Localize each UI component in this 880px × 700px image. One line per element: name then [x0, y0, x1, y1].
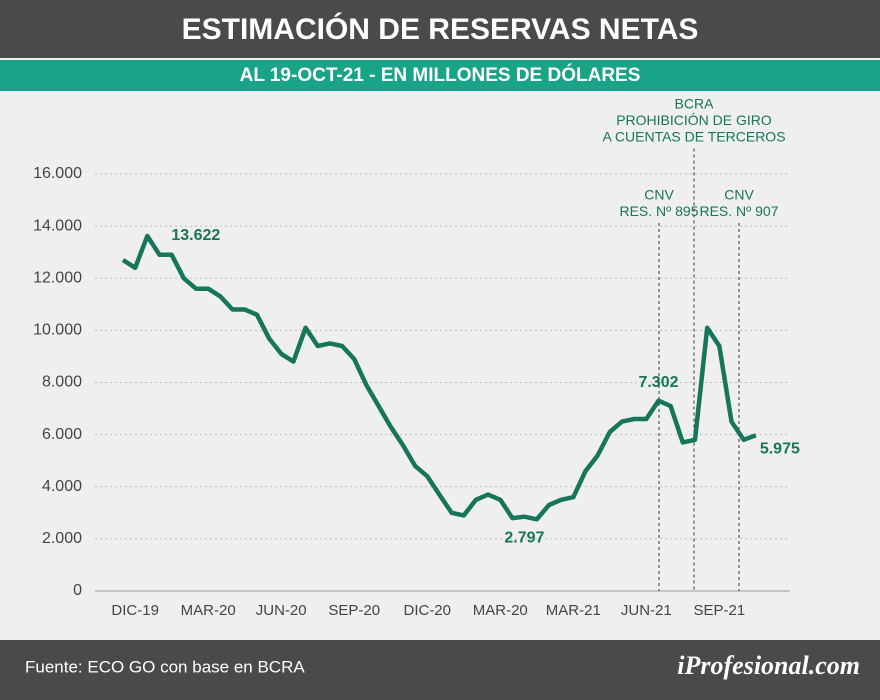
- value-label: 2.797: [504, 529, 544, 546]
- y-tick-label: 8.000: [42, 374, 82, 391]
- source: Fuente: ECO GO con base en BCRA: [25, 657, 305, 676]
- value-label: 7.302: [638, 374, 678, 391]
- y-tick-label: 14.000: [33, 217, 82, 234]
- y-tick-label: 12.000: [33, 269, 82, 286]
- x-tick-label: SEP-21: [693, 602, 745, 619]
- title-bar: [0, 0, 880, 58]
- y-tick-label: 2.000: [42, 530, 82, 547]
- x-tick-label: JUN-21: [621, 602, 672, 619]
- y-tick-label: 10.000: [33, 322, 82, 339]
- y-tick-label: 6.000: [42, 426, 82, 443]
- value-label: 5.975: [760, 440, 800, 457]
- annotation: BCRA: [675, 96, 715, 112]
- x-tick-label: MAR-20: [473, 602, 528, 619]
- x-tick-label: JUN-20: [256, 602, 307, 619]
- value-label: 13.622: [171, 227, 220, 244]
- annotation: RES. Nº 907: [699, 203, 778, 219]
- annotation: RES. Nº 895: [619, 203, 698, 219]
- chart-title: ESTIMACIÓN DE RESERVAS NETAS: [182, 12, 699, 46]
- annotation: CNV: [644, 187, 674, 203]
- x-tick-label: MAR-21: [546, 602, 601, 619]
- subtitle-bar: [0, 60, 880, 91]
- y-tick-label: 4.000: [42, 478, 82, 495]
- annotation: A CUENTAS DE TERCEROS: [602, 129, 785, 145]
- y-tick-label: 16.000: [33, 165, 82, 182]
- annotation: CNV: [724, 187, 754, 203]
- annotation: PROHIBICIÓN DE GIRO: [616, 112, 772, 128]
- x-tick-label: DIC-20: [403, 602, 451, 619]
- x-tick-label: SEP-20: [328, 602, 380, 619]
- x-tick-label: MAR-20: [181, 602, 236, 619]
- y-tick-label: 0: [73, 582, 82, 599]
- x-tick-label: DIC-19: [111, 602, 159, 619]
- chart-subtitle: AL 19-OCT-21 - EN MILLONES DE DÓLARES: [240, 64, 641, 86]
- brand: iProfesional.com: [677, 651, 860, 680]
- footer-bar: [0, 640, 880, 700]
- line: [121, 233, 757, 522]
